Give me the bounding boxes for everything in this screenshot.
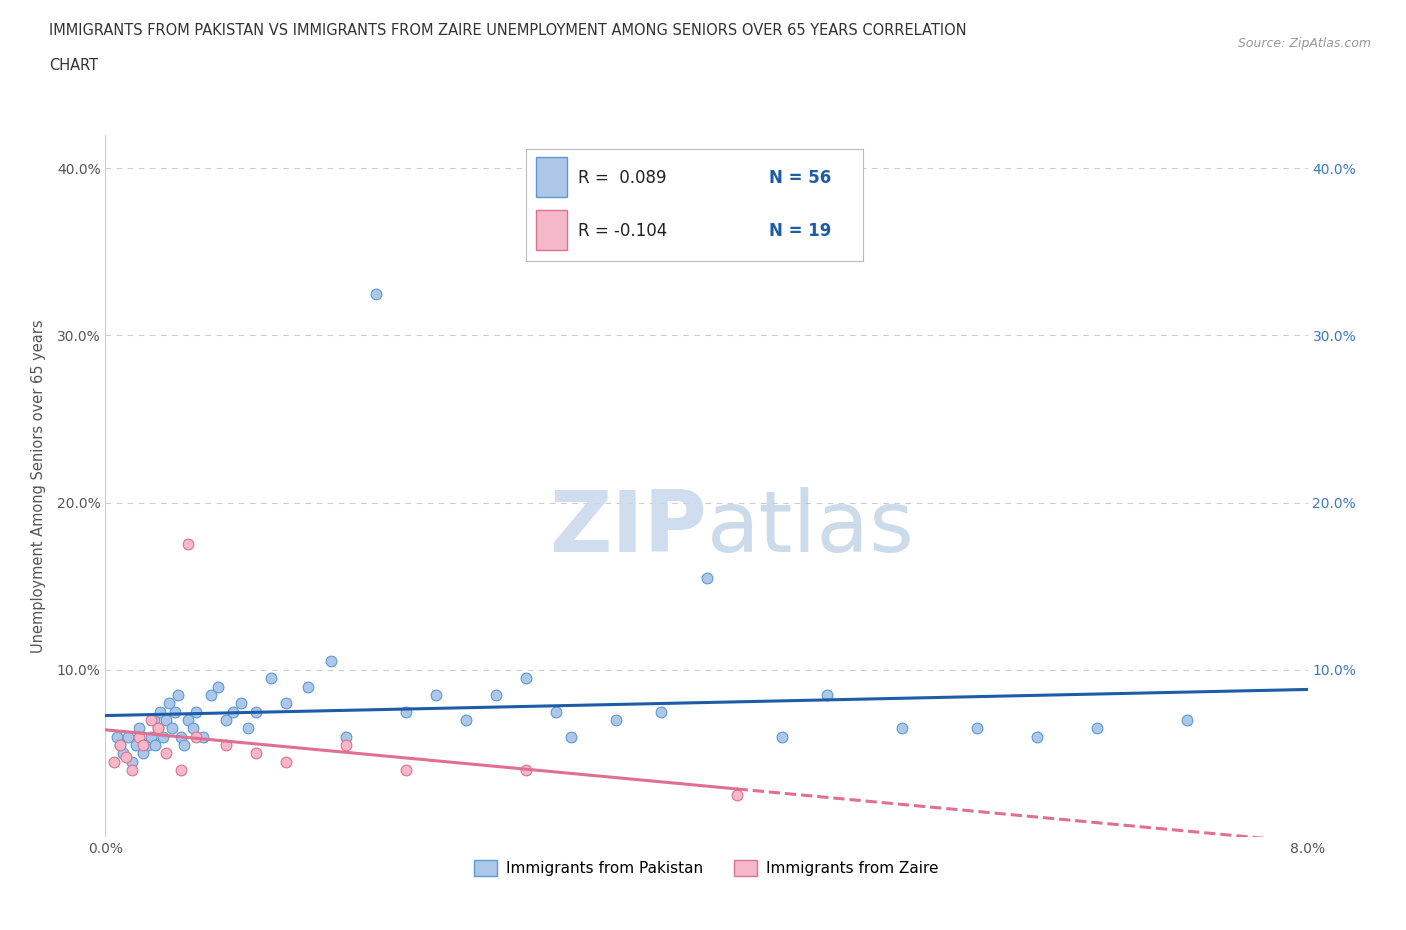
Point	[319, 654, 342, 669]
Point	[395, 763, 418, 777]
Point	[163, 704, 186, 719]
Point	[650, 704, 672, 719]
Point	[1026, 729, 1049, 744]
Point	[181, 721, 204, 736]
Point	[274, 754, 297, 769]
Point	[121, 763, 143, 777]
Point	[485, 687, 508, 702]
Legend: Immigrants from Pakistan, Immigrants from Zaire: Immigrants from Pakistan, Immigrants fro…	[468, 854, 945, 882]
Point	[696, 570, 718, 585]
Point	[128, 729, 150, 744]
Point	[605, 712, 627, 727]
Point	[297, 679, 319, 694]
Point	[155, 712, 177, 727]
Text: atlas: atlas	[707, 486, 914, 569]
Point	[214, 712, 236, 727]
Point	[214, 737, 236, 752]
Text: Source: ZipAtlas.com: Source: ZipAtlas.com	[1237, 37, 1371, 50]
Point	[132, 746, 155, 761]
Point	[222, 704, 245, 719]
Point	[815, 687, 838, 702]
Text: IMMIGRANTS FROM PAKISTAN VS IMMIGRANTS FROM ZAIRE UNEMPLOYMENT AMONG SENIORS OVE: IMMIGRANTS FROM PAKISTAN VS IMMIGRANTS F…	[49, 23, 967, 38]
Point	[143, 737, 166, 752]
Point	[157, 696, 180, 711]
Point	[546, 704, 568, 719]
Point	[103, 754, 125, 769]
Point	[274, 696, 297, 711]
Point	[139, 729, 162, 744]
Point	[177, 712, 200, 727]
Point	[184, 729, 207, 744]
Point	[245, 746, 267, 761]
Text: CHART: CHART	[49, 58, 98, 73]
Point	[395, 704, 418, 719]
Point	[139, 712, 162, 727]
Point	[136, 737, 159, 752]
Point	[245, 704, 267, 719]
Point	[1175, 712, 1198, 727]
Point	[107, 729, 129, 744]
Point	[146, 721, 169, 736]
Y-axis label: Unemployment Among Seniors over 65 years: Unemployment Among Seniors over 65 years	[31, 319, 45, 653]
Point	[155, 746, 177, 761]
Point	[238, 721, 260, 736]
Point	[152, 729, 174, 744]
Point	[890, 721, 912, 736]
Text: ZIP: ZIP	[548, 486, 707, 569]
Point	[364, 286, 387, 301]
Point	[229, 696, 252, 711]
Point	[166, 687, 188, 702]
Point	[148, 704, 170, 719]
Point	[207, 679, 229, 694]
Point	[160, 721, 183, 736]
Point	[169, 763, 191, 777]
Point	[142, 712, 165, 727]
Point	[560, 729, 582, 744]
Point	[110, 737, 132, 752]
Point	[770, 729, 793, 744]
Point	[335, 729, 357, 744]
Point	[725, 788, 748, 803]
Point	[260, 671, 283, 685]
Point	[146, 721, 169, 736]
Point	[1085, 721, 1108, 736]
Point	[966, 721, 988, 736]
Point	[200, 687, 222, 702]
Point	[112, 746, 135, 761]
Point	[110, 737, 132, 752]
Point	[184, 704, 207, 719]
Point	[335, 737, 357, 752]
Point	[124, 737, 146, 752]
Point	[169, 729, 191, 744]
Point	[117, 729, 139, 744]
Point	[173, 737, 195, 752]
Point	[454, 712, 477, 727]
Point	[177, 537, 200, 551]
Point	[132, 737, 155, 752]
Point	[115, 750, 138, 764]
Point	[121, 754, 143, 769]
Point	[425, 687, 447, 702]
Point	[515, 763, 537, 777]
Point	[515, 671, 537, 685]
Point	[191, 729, 214, 744]
Point	[128, 721, 150, 736]
